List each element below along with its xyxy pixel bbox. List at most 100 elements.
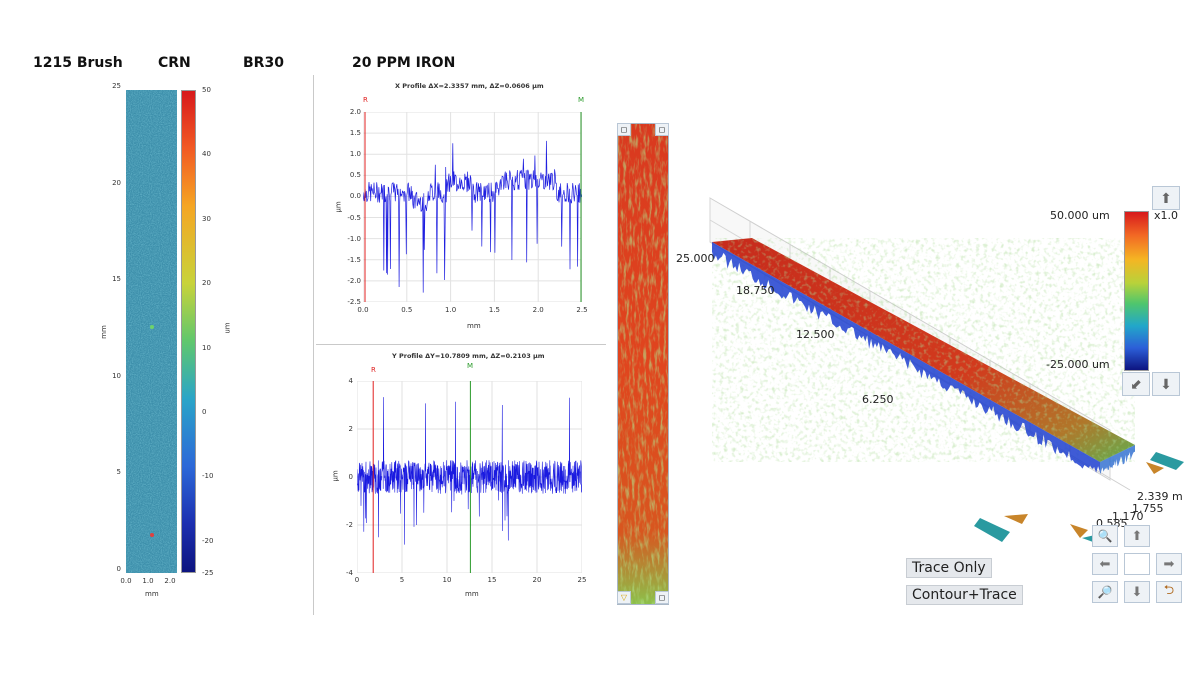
y-profile-title: Y Profile ΔY=10.7809 mm, ΔZ=0.2103 µm	[392, 352, 545, 360]
map-colorbar-tick: 20	[202, 279, 211, 288]
map-colorbar-tick: -10	[202, 472, 214, 481]
panel-divider-horizontal	[316, 344, 606, 345]
map-x-tick: 2.0	[164, 577, 176, 585]
zoom-out-button[interactable]: 🔎	[1092, 581, 1118, 603]
map-top-left-handle-icon[interactable]: ◻	[617, 123, 631, 136]
x-profile-marker-r[interactable]: R	[363, 96, 368, 104]
map-colorbar-tick: 30	[202, 214, 211, 223]
y-profile-x-tick: 25	[577, 576, 587, 584]
x-profile-x-tick: 2.5	[576, 306, 588, 314]
view3d-front-edge	[712, 242, 1100, 473]
reset-view-button[interactable]: ⮌	[1156, 581, 1182, 603]
y-profile-x-tick: 15	[487, 576, 497, 584]
map-marker-m	[150, 325, 154, 329]
pan-down-button[interactable]: ⬇	[1124, 581, 1150, 603]
x-profile-y-tick: 2.0	[349, 108, 361, 116]
y-profile-y-tick: -4	[346, 569, 353, 577]
map-colorbar-tick: 40	[202, 150, 211, 159]
brush-label: BR30	[243, 55, 284, 71]
trace-only-button[interactable]: Trace Only	[906, 558, 992, 578]
view3d-colorbar-min: -25.000 um	[1046, 358, 1110, 371]
map-y-tick: 15	[112, 275, 121, 284]
solution-label: 20 PPM IRON	[352, 55, 456, 71]
x-profile-y-tick: 1.0	[349, 150, 361, 159]
y-profile-ylabel: µm	[331, 470, 340, 482]
view3d-surface-texture	[712, 238, 1135, 462]
arrow-right-icon: ➡	[1163, 556, 1175, 571]
map-y-tick: 5	[116, 468, 121, 477]
map-bottom-left-handle-icon[interactable]: ▽	[617, 591, 631, 604]
rotate-down-button[interactable]: ⬇	[1152, 372, 1180, 396]
map-colorbar-tick: 50	[202, 86, 211, 94]
x-profile-x-tick: 0.5	[401, 306, 413, 314]
y-profile-y-tick: -2	[346, 521, 353, 529]
map-y-tick: 10	[112, 371, 121, 380]
y-profile-chart[interactable]	[357, 381, 582, 573]
map-y-tick: 0	[116, 565, 121, 573]
x-profile-marker-m[interactable]: M	[578, 96, 585, 104]
zoom-in-button[interactable]: 🔍	[1092, 525, 1118, 547]
map-colorbar	[181, 90, 196, 573]
map-x-unit: mm	[145, 590, 159, 598]
panel-divider-vertical	[313, 75, 314, 615]
x-profile-y-tick: -1.5	[347, 255, 361, 264]
map-colorbar-tick: 0	[202, 408, 207, 416]
x-profile-y-tick: -0.5	[347, 213, 361, 222]
x-profile-trace	[363, 140, 582, 293]
y-profile-x-tick: 20	[532, 576, 542, 584]
rotate-diagonal-button[interactable]: ⬋	[1122, 372, 1150, 396]
view3d-axis-label-1: 25.000	[676, 252, 715, 265]
x-profile-x-tick: 1.5	[488, 306, 500, 314]
y-profile-marker-r[interactable]: R	[371, 366, 376, 374]
y-profile-y-tick: 0	[348, 473, 353, 481]
height-map-2d[interactable]	[126, 90, 177, 573]
view3d-right-axis-2: 1.755	[1132, 502, 1164, 515]
map-top-right-handle-icon[interactable]: ◻	[655, 123, 669, 136]
x-profile-xlabel: mm	[467, 322, 481, 330]
view3d-colorbar-max: 50.000 um	[1050, 209, 1110, 222]
pan-right-button[interactable]: ➡	[1156, 553, 1182, 575]
x-profile-y-tick: 1.5	[349, 129, 361, 138]
map-y-tick: 20	[112, 178, 121, 187]
view3d-right-axis-1: 2.339 m	[1137, 490, 1183, 503]
arrow-down-left-icon: ⬋	[1130, 375, 1142, 392]
arrow-down-icon: ⬇	[1160, 375, 1172, 392]
map-bottom-right-handle-icon[interactable]: ◻	[655, 591, 669, 604]
view3d-colorbar	[1124, 211, 1149, 371]
x-profile-y-tick: -2.5	[347, 298, 361, 306]
y-profile-y-tick: 4	[348, 377, 353, 385]
color-height-map[interactable]	[617, 123, 669, 605]
x-profile-x-tick: 1.0	[445, 306, 457, 314]
map-colorbar-tick: -20	[202, 536, 214, 545]
view3d-axis-label-3: 12.500	[796, 328, 835, 341]
x-profile-ylabel: µm	[334, 201, 343, 213]
pan-center-button[interactable]	[1124, 553, 1150, 575]
x-profile-y-tick: 0.5	[349, 171, 361, 180]
surface-3d-view[interactable]	[680, 180, 1150, 530]
map-x-tick: 1.0	[142, 577, 154, 585]
y-profile-trace	[357, 397, 582, 545]
arrow-left-icon: ⬅	[1099, 556, 1111, 571]
map-colorbar-unit: um	[223, 322, 232, 334]
contour-trace-button[interactable]: Contour+Trace	[906, 585, 1023, 605]
y-profile-x-tick: 10	[442, 576, 452, 584]
y-profile-y-tick: 2	[348, 425, 353, 433]
x-profile-chart[interactable]	[363, 112, 582, 302]
y-profile-x-tick: 0	[354, 576, 360, 584]
orientation-arrows	[970, 440, 1200, 560]
x-profile-x-tick: 2.0	[532, 306, 544, 314]
rotate-up-button[interactable]: ⬆	[1152, 186, 1180, 210]
pan-left-button[interactable]: ⬅	[1092, 553, 1118, 575]
magnifier-minus-icon: 🔎	[1097, 585, 1113, 599]
arrow-down-icon: ⬇	[1131, 584, 1143, 599]
x-profile-x-tick: 0.0	[357, 306, 369, 314]
map-colorbar-tick: 10	[202, 343, 211, 352]
view3d-right-axis-3: 1.170	[1112, 510, 1144, 523]
y-profile-marker-m[interactable]: M	[467, 362, 474, 370]
map-y-tick: 25	[112, 82, 121, 90]
pan-up-button[interactable]: ⬆	[1124, 525, 1150, 547]
map-x-tick: 0.0	[120, 577, 132, 585]
map-colorbar-tick: -25	[202, 569, 214, 577]
view3d-axis-label-4: 6.250	[862, 393, 894, 406]
coating-label: CRN	[158, 55, 191, 71]
